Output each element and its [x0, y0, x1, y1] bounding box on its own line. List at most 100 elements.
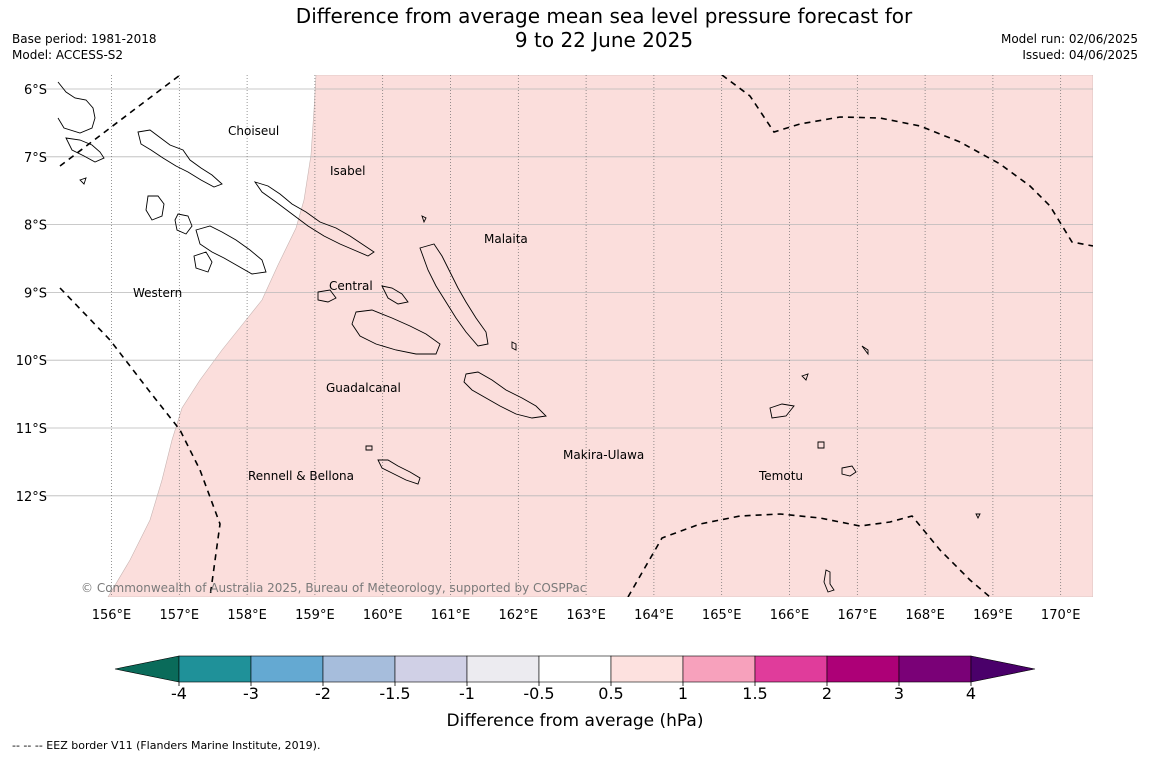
copyright-text: © Commonwealth of Australia 2025, Bureau…: [81, 581, 586, 595]
lon-tick-label: 170°E: [1041, 608, 1081, 623]
title-line-1: Difference from average mean sea level p…: [295, 4, 913, 28]
colorbar-segment: [898, 655, 972, 683]
lon-tick-label: 166°E: [770, 608, 810, 623]
colorbar-tick-label: 2: [822, 684, 832, 703]
colorbar-segment: [682, 655, 756, 683]
region-label-temotu: Temotu: [758, 469, 803, 483]
lon-tick-label: 165°E: [702, 608, 742, 623]
colorbar-segment: [394, 655, 468, 683]
lat-tick-label: 9°S: [24, 286, 47, 301]
eez-nw: [59, 75, 181, 167]
lon-tick-label: 159°E: [295, 608, 335, 623]
coastlines: [57, 81, 981, 593]
model-name: Model: ACCESS-S2: [12, 48, 124, 62]
island-small-1: [421, 215, 427, 224]
region-label-rennell-bellona: Rennell & Bellona: [248, 469, 354, 483]
island-santa-cruz: [769, 403, 795, 419]
colorbar-tick-label: 1.5: [742, 684, 767, 703]
lon-tick-label: 167°E: [838, 608, 878, 623]
lat-tick-label: 8°S: [24, 219, 47, 234]
model-run: Model run: 02/06/2025: [1000, 32, 1138, 46]
island-vanikoro: [841, 465, 857, 477]
island-bougainville-south: [65, 137, 105, 163]
lon-tick-label: 161°E: [431, 608, 471, 623]
lat-tick-label: 12°S: [16, 490, 47, 505]
eez-west: [59, 287, 221, 597]
lon-tick-label: 158°E: [227, 608, 267, 623]
colorbar-tick-label: -1: [459, 684, 475, 703]
region-label-choiseul: Choiseul: [228, 124, 279, 138]
colorbar-tick-label: -2: [315, 684, 331, 703]
colorbar-tick-label: -0.5: [523, 684, 554, 703]
colorbar-segment: [178, 655, 252, 683]
island-duff: [861, 345, 869, 356]
island-florida: [317, 289, 337, 303]
region-labels: Choiseul Isabel Malaita Western Central …: [133, 124, 803, 483]
island-guadalcanal: [351, 309, 441, 355]
colorbar-tick-label: -4: [171, 684, 187, 703]
lat-tick-label: 10°S: [16, 354, 47, 369]
island-bougainville: [57, 81, 96, 134]
eez-borders: [59, 75, 1093, 597]
lon-tick-label: 157°E: [160, 608, 200, 623]
region-label-makira-ulawa: Makira-Ulawa: [563, 448, 644, 462]
island-new-georgia: [195, 225, 267, 275]
latitude-labels: 6°S 7°S 8°S 9°S 10°S 11°S 12°S: [16, 83, 47, 505]
colorbar-segment: [538, 655, 612, 683]
lat-tick-label: 7°S: [24, 151, 47, 166]
colorbar-label: Difference from average (hPa): [447, 711, 704, 731]
colorbar-segment: [754, 655, 828, 683]
region-label-central: Central: [329, 279, 373, 293]
island-makira: [463, 371, 547, 419]
lat-tick-label: 11°S: [16, 422, 47, 437]
island-isabel: [253, 181, 375, 257]
colorbar-tick-label: -3: [243, 684, 259, 703]
gridlines: [43, 75, 1093, 597]
island-bellona: [365, 445, 373, 451]
region-label-guadalcanal: Guadalcanal: [326, 381, 401, 395]
issued-date: Issued: 04/06/2025: [1022, 48, 1138, 62]
colorbar-segment: [466, 655, 540, 683]
colorbar-segment: [826, 655, 900, 683]
island-rennell: [377, 459, 421, 485]
colorbar-tick-label: -1.5: [379, 684, 410, 703]
island-choiseul: [137, 129, 223, 188]
island-kolombangara: [174, 213, 193, 235]
island-reef: [801, 373, 809, 381]
island-anuta: [823, 569, 835, 593]
island-vella: [145, 195, 165, 221]
lon-tick-label: 164°E: [634, 608, 674, 623]
colorbar-tick-label: 1: [678, 684, 688, 703]
colorbar-extend-high: [970, 655, 1036, 683]
meta-left: Base period: 1981-2018 Model: ACCESS-S2: [12, 31, 157, 63]
colorbar-tick-label: 0.5: [598, 684, 623, 703]
lon-tick-label: 163°E: [566, 608, 606, 623]
lat-tick-label: 6°S: [24, 83, 47, 98]
region-label-isabel: Isabel: [330, 164, 365, 178]
eez-footnote: -- -- -- EEZ border V11 (Flanders Marine…: [12, 739, 321, 752]
colorbar-tick-label: 4: [966, 684, 976, 703]
chart-title: Difference from average mean sea level p…: [0, 4, 1150, 52]
title-line-2: 9 to 22 June 2025: [514, 28, 694, 52]
eez-south: [627, 513, 991, 597]
island-utupua: [817, 441, 825, 449]
island-russell: [381, 285, 409, 305]
island-malaita: [419, 243, 489, 347]
lon-tick-label: 162°E: [499, 608, 539, 623]
island-small-3: [975, 513, 981, 520]
colorbar-segment: [610, 655, 684, 683]
lon-tick-label: 160°E: [363, 608, 403, 623]
meta-right: Model run: 02/06/2025 Issued: 04/06/2025: [1001, 31, 1138, 63]
anomaly-shading: [107, 75, 1093, 597]
map-area: Choiseul Isabel Malaita Western Central …: [43, 75, 1093, 597]
base-period: Base period: 1981-2018: [12, 32, 157, 46]
lon-tick-label: 168°E: [905, 608, 945, 623]
lon-tick-label: 169°E: [973, 608, 1013, 623]
colorbar-segment: [322, 655, 396, 683]
eez-ne: [721, 75, 1093, 247]
colorbar-extend-low: [114, 655, 180, 683]
island-ulawa: [511, 341, 517, 351]
region-label-malaita: Malaita: [484, 232, 528, 246]
longitude-labels: 156°E 157°E 158°E 159°E 160°E 161°E 162°E 163°E…: [92, 608, 1081, 623]
